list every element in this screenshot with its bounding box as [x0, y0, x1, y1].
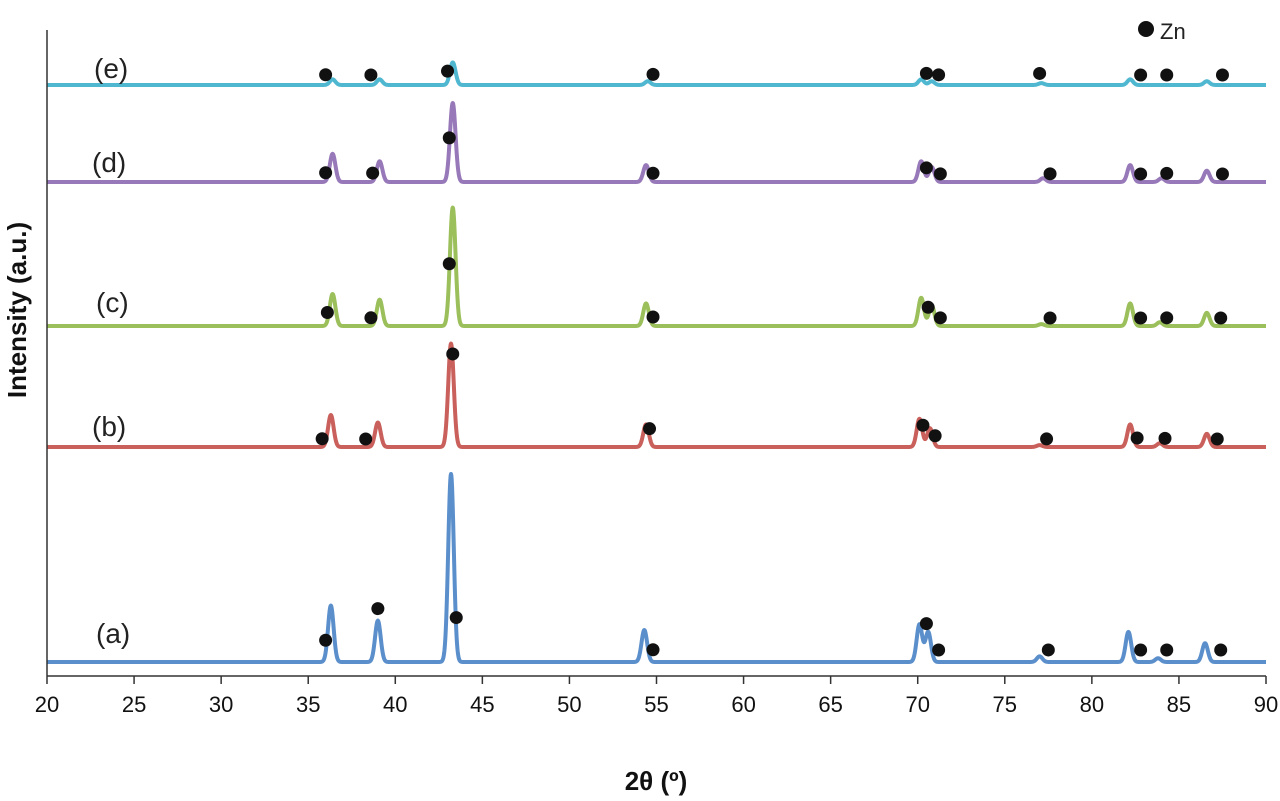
- zn-marker: [1160, 311, 1174, 325]
- zn-marker: [364, 311, 378, 325]
- zn-marker: [1134, 167, 1148, 181]
- zn-marker: [1043, 167, 1057, 181]
- zn-marker: [366, 166, 380, 180]
- plot-area: (a) (b) (c) (d) (e): [45, 53, 1268, 664]
- zn-marker: [1210, 432, 1224, 446]
- zn-marker: [364, 68, 378, 82]
- zn-marker: [319, 68, 333, 82]
- zn-marker: [928, 429, 942, 443]
- x-tick-label: 55: [644, 692, 668, 717]
- zn-marker: [932, 643, 946, 657]
- zn-marker: [916, 418, 930, 432]
- series-label: (d): [92, 147, 126, 178]
- legend-label: Zn: [1160, 19, 1186, 44]
- zn-marker: [1214, 311, 1228, 325]
- zn-marker: [921, 300, 935, 314]
- x-tick-label: 70: [905, 692, 929, 717]
- zn-marker: [646, 310, 660, 324]
- zn-marker: [446, 347, 460, 361]
- zn-marker: [1214, 643, 1228, 657]
- zn-marker: [359, 432, 373, 446]
- zn-marker: [1043, 311, 1057, 325]
- zn-marker: [449, 611, 463, 625]
- zn-marker: [442, 257, 456, 271]
- zn-marker: [319, 633, 333, 647]
- x-tick-label: 90: [1254, 692, 1278, 717]
- series-line: [45, 205, 1268, 328]
- y-axis-title: Intensity (a.u.): [2, 222, 32, 398]
- series-line: [45, 341, 1268, 449]
- x-tick-label: 50: [557, 692, 581, 717]
- zn-marker: [643, 422, 657, 436]
- x-tick-label: 85: [1167, 692, 1191, 717]
- zn-marker: [1160, 68, 1174, 82]
- zn-marker: [1160, 166, 1174, 180]
- zn-marker: [919, 617, 933, 631]
- zn-marker: [1158, 431, 1172, 445]
- legend: Zn: [1138, 19, 1186, 44]
- series-label: (c): [96, 287, 129, 318]
- series-0: (a): [45, 472, 1268, 664]
- zn-marker: [1033, 66, 1047, 80]
- zn-marker: [646, 166, 660, 180]
- series-3: (d): [45, 101, 1268, 184]
- zn-marker: [441, 64, 455, 78]
- zn-marker: [919, 161, 933, 175]
- x-axis: 20 25 30 35 40 45 50 55 60 65 70 75 80 85 90: [35, 30, 1278, 717]
- zn-marker: [1130, 431, 1144, 445]
- series-label: (e): [94, 53, 128, 84]
- series-1: (b): [45, 341, 1268, 449]
- x-tick-label: 75: [993, 692, 1017, 717]
- series-label: (a): [96, 618, 130, 649]
- series-line: [45, 472, 1268, 664]
- zn-marker: [919, 66, 933, 80]
- series-line: [45, 101, 1268, 184]
- series-4: (e): [45, 53, 1268, 87]
- x-tick-label: 80: [1080, 692, 1104, 717]
- zn-marker: [371, 602, 385, 616]
- zn-marker: [442, 131, 456, 145]
- zn-marker: [319, 166, 333, 180]
- zn-marker: [1041, 643, 1055, 657]
- x-tick-label: 40: [383, 692, 407, 717]
- legend-marker-icon: [1138, 21, 1154, 37]
- zn-marker: [1215, 167, 1229, 181]
- zn-marker: [1134, 311, 1148, 325]
- zn-marker: [933, 167, 947, 181]
- zn-marker: [933, 311, 947, 325]
- x-tick-label: 60: [731, 692, 755, 717]
- x-axis-title: 2θ (º): [625, 766, 688, 796]
- zn-marker: [315, 432, 329, 446]
- zn-marker: [320, 305, 334, 319]
- zn-marker: [1134, 643, 1148, 657]
- x-tick-label: 30: [209, 692, 233, 717]
- zn-marker: [646, 643, 660, 657]
- x-tick-label: 20: [35, 692, 59, 717]
- series-2: (c): [45, 205, 1268, 328]
- x-tick-label: 25: [122, 692, 146, 717]
- x-tick-label: 45: [470, 692, 494, 717]
- zn-marker: [1160, 643, 1174, 657]
- zn-marker: [1134, 68, 1148, 82]
- zn-marker: [1215, 68, 1229, 82]
- x-tick-label: 65: [818, 692, 842, 717]
- zn-marker: [646, 67, 660, 81]
- zn-marker: [932, 68, 946, 82]
- series-line: [45, 60, 1268, 87]
- zn-marker: [1040, 432, 1054, 446]
- x-tick-label: 35: [296, 692, 320, 717]
- series-label: (b): [92, 411, 126, 442]
